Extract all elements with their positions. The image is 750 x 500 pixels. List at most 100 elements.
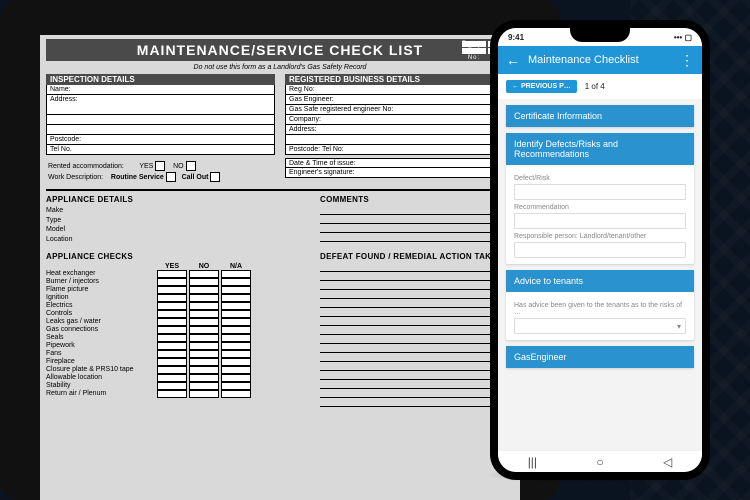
label-advice: Has advice been given to the tenants as … [514, 302, 686, 316]
check-no[interactable] [189, 350, 219, 358]
check-yes[interactable] [157, 382, 187, 390]
check-na[interactable] [221, 342, 251, 350]
check-yes[interactable] [157, 278, 187, 286]
card-gasengineer[interactable]: GasEngineer [506, 346, 694, 368]
check-yes[interactable] [157, 326, 187, 334]
card-advice: Advice to tenants Has advice been given … [506, 270, 694, 340]
check-na[interactable] [221, 382, 251, 390]
check-no[interactable] [189, 374, 219, 382]
rented-yes-label: YES [139, 163, 153, 170]
field-postcode[interactable]: Postcode: [46, 135, 275, 145]
label-responsible: Responsible person: Landlord/tenant/othe… [514, 233, 686, 240]
nav-recent-icon[interactable]: ||| [528, 455, 537, 469]
defeat-lines[interactable] [320, 263, 514, 407]
check-na[interactable] [221, 294, 251, 302]
back-icon[interactable]: ← [506, 52, 520, 68]
check-na[interactable] [221, 310, 251, 318]
form-subnote: Do not use this form as a Landlord's Gas… [46, 61, 514, 74]
check-na[interactable] [221, 358, 251, 366]
check-yes[interactable] [157, 318, 187, 326]
nav-back-icon[interactable]: ◁ [663, 455, 672, 469]
check-yes[interactable] [157, 334, 187, 342]
input-defect[interactable] [514, 184, 686, 200]
check-na[interactable] [221, 326, 251, 334]
card-certificate-title: Certificate Information [506, 105, 694, 127]
field-regno[interactable]: Reg No: [285, 85, 514, 95]
field-company[interactable]: Company: [285, 115, 514, 125]
appl-location: Location [46, 235, 306, 244]
rented-no-checkbox[interactable] [186, 161, 196, 171]
form-title-bar: MAINTENANCE/SERVICE CHECK LIST Report Re… [46, 39, 514, 61]
check-na[interactable] [221, 334, 251, 342]
appl-make: Make [46, 206, 306, 215]
check-row-label: Allowable location [46, 374, 156, 382]
nav-home-icon[interactable]: ○ [596, 455, 603, 469]
field-datetime[interactable]: Date & Time of issue: [285, 158, 514, 168]
input-responsible[interactable] [514, 242, 686, 258]
check-na[interactable] [221, 390, 251, 398]
check-yes[interactable] [157, 358, 187, 366]
work-callout-checkbox[interactable] [210, 172, 220, 182]
check-yes[interactable] [157, 294, 187, 302]
appliance-checks-grid: YESNON/AHeat exchangerBurner / injectors… [46, 263, 306, 398]
field-engineer[interactable]: Gas Engineer: [285, 95, 514, 105]
check-row-label: Closure plate & PRS10 tape [46, 366, 156, 374]
field-address[interactable]: Address: [46, 95, 275, 115]
check-yes[interactable] [157, 374, 187, 382]
check-na[interactable] [221, 366, 251, 374]
check-na[interactable] [221, 374, 251, 382]
field-tel[interactable]: Tel No. [46, 145, 275, 155]
card-advice-title: Advice to tenants [506, 270, 694, 292]
maintenance-form: MAINTENANCE/SERVICE CHECK LIST Report Re… [40, 35, 520, 500]
check-no[interactable] [189, 326, 219, 334]
check-no[interactable] [189, 334, 219, 342]
field-gassafe[interactable]: Gas Safe registered engineer No: [285, 105, 514, 115]
tablet-device: MAINTENANCE/SERVICE CHECK LIST Report Re… [0, 0, 560, 500]
check-row-label: Fireplace [46, 358, 156, 366]
check-no[interactable] [189, 342, 219, 350]
business-heading: REGISTERED BUSINESS DETAILS [285, 74, 514, 85]
field-blank2[interactable] [46, 125, 275, 135]
check-na[interactable] [221, 270, 251, 278]
menu-icon[interactable]: ⋮ [680, 52, 694, 69]
check-na[interactable] [221, 350, 251, 358]
check-row-label: Flame picture [46, 286, 156, 294]
check-yes[interactable] [157, 390, 187, 398]
check-yes[interactable] [157, 302, 187, 310]
check-yes[interactable] [157, 350, 187, 358]
check-no[interactable] [189, 278, 219, 286]
check-no[interactable] [189, 358, 219, 366]
check-yes[interactable] [157, 342, 187, 350]
check-no[interactable] [189, 270, 219, 278]
check-yes[interactable] [157, 366, 187, 374]
check-na[interactable] [221, 318, 251, 326]
select-advice[interactable]: ▾ [514, 318, 686, 334]
field-name[interactable]: Name: [46, 85, 275, 95]
check-no[interactable] [189, 382, 219, 390]
check-no[interactable] [189, 390, 219, 398]
card-certificate[interactable]: Certificate Information [506, 105, 694, 127]
field-bpostcode[interactable]: Postcode: Tel No: [285, 145, 514, 155]
check-no[interactable] [189, 286, 219, 294]
check-no[interactable] [189, 366, 219, 374]
check-yes[interactable] [157, 286, 187, 294]
check-no[interactable] [189, 318, 219, 326]
field-blank1[interactable] [46, 115, 275, 125]
check-na[interactable] [221, 286, 251, 294]
field-baddress2[interactable] [285, 135, 514, 145]
check-yes[interactable] [157, 270, 187, 278]
rented-yes-checkbox[interactable] [155, 161, 165, 171]
comments-lines[interactable] [320, 206, 514, 242]
check-no[interactable] [189, 302, 219, 310]
work-routine-checkbox[interactable] [166, 172, 176, 182]
input-recommendation[interactable] [514, 213, 686, 229]
check-no[interactable] [189, 294, 219, 302]
appliance-details-heading: APPLIANCE DETAILS [46, 195, 306, 204]
check-yes[interactable] [157, 310, 187, 318]
check-na[interactable] [221, 278, 251, 286]
check-no[interactable] [189, 310, 219, 318]
field-signature[interactable]: Engineer's signature: [285, 168, 514, 178]
field-baddress[interactable]: Address: [285, 125, 514, 135]
previous-button[interactable]: ← PREVIOUS P… [506, 80, 577, 93]
check-na[interactable] [221, 302, 251, 310]
